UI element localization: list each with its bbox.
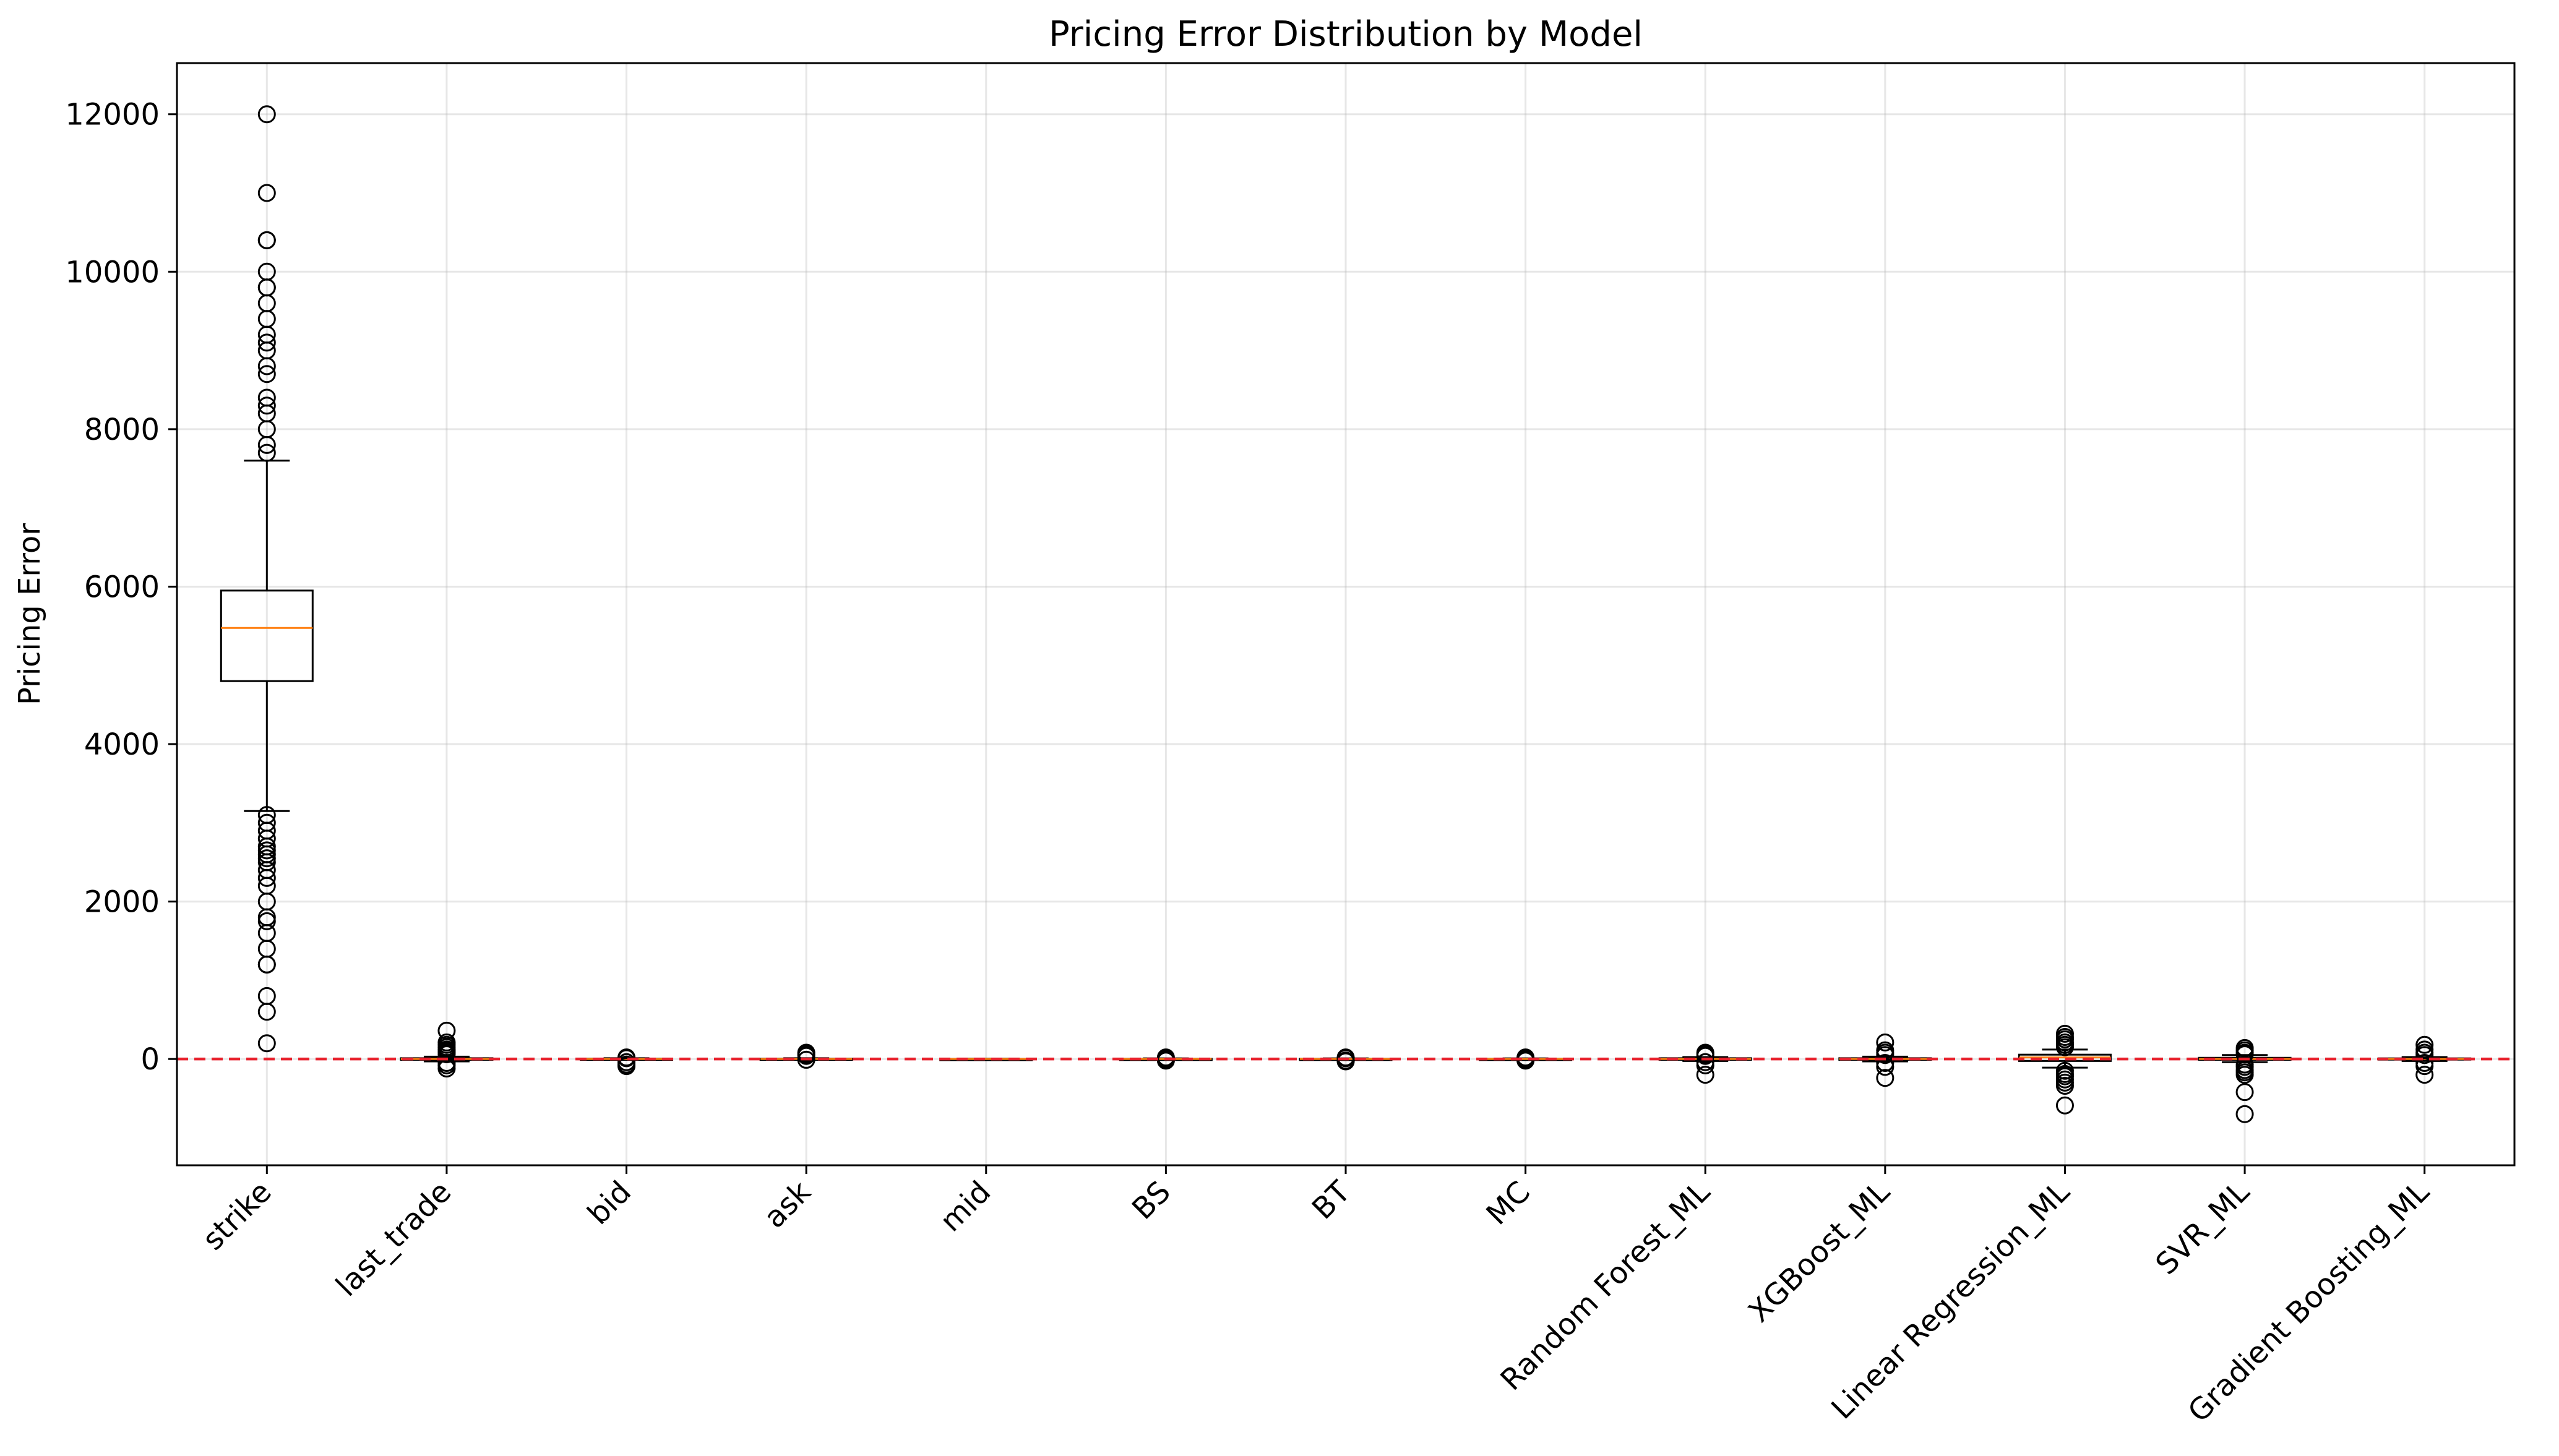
- outlier-point: [1876, 1069, 1895, 1087]
- outlier-point: [257, 868, 276, 887]
- outlier-point: [2055, 1038, 2074, 1056]
- x-tick-label: BS: [1125, 1175, 1177, 1227]
- outlier-point: [1696, 1056, 1714, 1074]
- outlier-point: [257, 105, 276, 124]
- outlier-point: [797, 1050, 815, 1069]
- grid-lines: [177, 63, 2514, 1165]
- outlier-point: [257, 1003, 276, 1021]
- outlier-point: [1516, 1051, 1535, 1070]
- x-tick-label: XGBoost_ML: [1742, 1175, 1896, 1329]
- chart-title: Pricing Error Distribution by Model: [1049, 14, 1643, 54]
- outlier-point: [2235, 1066, 2254, 1084]
- outlier-point: [257, 435, 276, 454]
- x-tick-label: BT: [1305, 1174, 1357, 1226]
- outlier-point: [437, 1045, 456, 1064]
- y-tick-label: 12000: [65, 98, 160, 132]
- outlier-point: [257, 231, 276, 249]
- y-tick-label: 8000: [84, 413, 160, 447]
- x-tick-label: mid: [934, 1175, 998, 1239]
- outlier-point: [257, 443, 276, 462]
- outlier-point: [2235, 1105, 2254, 1123]
- outlier-point: [437, 1059, 456, 1077]
- outlier-point: [2415, 1057, 2434, 1076]
- outlier-point: [257, 1034, 276, 1053]
- outlier-point: [1876, 1033, 1895, 1051]
- y-tick-label: 0: [140, 1042, 160, 1077]
- outlier-point: [2415, 1046, 2434, 1064]
- y-tick-label: 6000: [84, 570, 160, 604]
- outlier-point: [1696, 1047, 1714, 1065]
- box-linear-regression-ml: [2018, 1024, 2112, 1115]
- x-tick-label: last_trade: [329, 1175, 458, 1303]
- outlier-point: [1696, 1066, 1714, 1084]
- outlier-point: [2055, 1076, 2074, 1095]
- outlier-point: [2415, 1066, 2434, 1084]
- box-mc: [1479, 1048, 1573, 1070]
- outlier-point: [257, 396, 276, 415]
- outlier-point: [2415, 1035, 2434, 1054]
- y-tick-label: 2000: [84, 885, 160, 920]
- outlier-point: [257, 333, 276, 352]
- y-axis-label: Pricing Error: [12, 523, 47, 705]
- outlier-point: [257, 184, 276, 202]
- outlier-point: [1876, 1046, 1895, 1064]
- outlier-point: [2235, 1083, 2254, 1102]
- outlier-point: [2055, 1096, 2074, 1115]
- y-axis-ticks: 0 2000 4000 6000 8000 10000 12000: [65, 98, 177, 1077]
- outlier-point: [617, 1057, 636, 1076]
- outlier-point: [257, 357, 276, 375]
- x-tick-label: bid: [581, 1175, 638, 1231]
- x-tick-label: SVR_ML: [2149, 1175, 2256, 1282]
- box-gradient-boosting-ml: [2378, 1035, 2472, 1084]
- y-tick-label: 4000: [84, 727, 160, 762]
- outlier-point: [257, 955, 276, 974]
- outlier-point: [1156, 1051, 1175, 1070]
- y-tick-label: 10000: [65, 255, 160, 289]
- box-strike: [220, 105, 314, 1053]
- x-tick-label: ask: [757, 1175, 818, 1235]
- x-tick-label: strike: [196, 1175, 278, 1257]
- outlier-point: [257, 365, 276, 383]
- outlier-point: [1336, 1052, 1355, 1071]
- box-iqr: [220, 589, 314, 682]
- x-tick-label: MC: [1480, 1175, 1538, 1232]
- outlier-point: [257, 912, 276, 930]
